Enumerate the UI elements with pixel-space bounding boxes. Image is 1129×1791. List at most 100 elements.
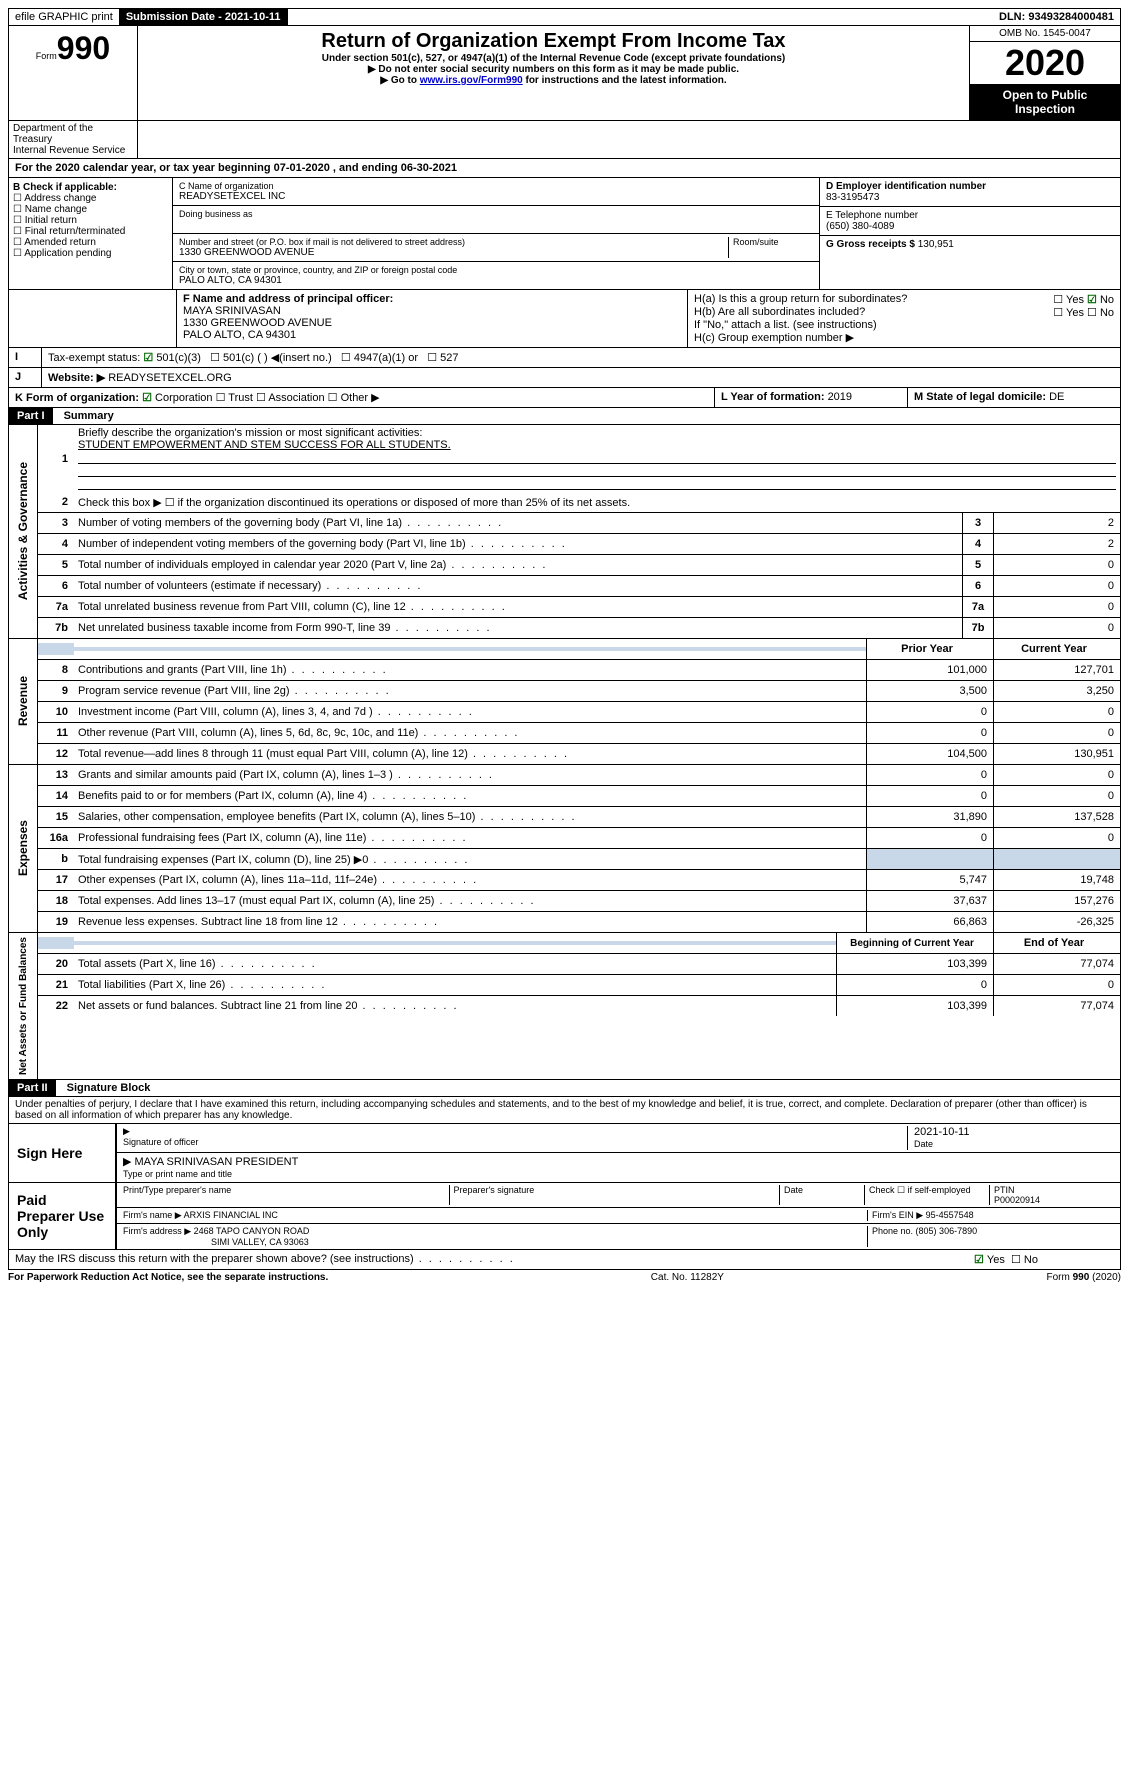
section-revenue: Revenue Prior Year Current Year 8Contrib… xyxy=(8,639,1121,765)
table-row: 17Other expenses (Part IX, column (A), l… xyxy=(38,870,1120,891)
table-row: 3Number of voting members of the governi… xyxy=(38,513,1120,534)
footer-left: For Paperwork Reduction Act Notice, see … xyxy=(8,1272,328,1283)
ha-no[interactable]: No xyxy=(1087,294,1114,306)
addr-box: Number and street (or P.O. box if mail i… xyxy=(173,234,819,262)
officer-sig-name: MAYA SRINIVASAN PRESIDENT xyxy=(135,1156,299,1168)
paid-preparer-section: Paid Preparer Use Only Print/Type prepar… xyxy=(8,1183,1121,1250)
table-row: 8Contributions and grants (Part VIII, li… xyxy=(38,660,1120,681)
box-f: F Name and address of principal officer:… xyxy=(177,290,688,347)
chk-4947[interactable]: 4947(a)(1) or xyxy=(341,352,418,364)
gov-label: Activities & Governance xyxy=(14,458,32,604)
chk-pending[interactable]: Application pending xyxy=(13,248,168,259)
tax-year-line: For the 2020 calendar year, or tax year … xyxy=(9,159,1120,177)
ha-yes[interactable]: Yes xyxy=(1053,294,1084,306)
table-row: 7bNet unrelated business taxable income … xyxy=(38,618,1120,638)
table-row: 18Total expenses. Add lines 13–17 (must … xyxy=(38,891,1120,912)
chk-final[interactable]: Final return/terminated xyxy=(13,226,168,237)
year-cell: OMB No. 1545-0047 2020 Open to Public In… xyxy=(969,26,1120,120)
room-label: Room/suite xyxy=(728,237,813,258)
chk-501c3[interactable]: 501(c)(3) xyxy=(143,352,201,364)
table-row: 7aTotal unrelated business revenue from … xyxy=(38,597,1120,618)
chk-assoc[interactable]: Association xyxy=(256,392,325,404)
col-prior: Prior Year xyxy=(866,639,993,659)
state-domicile: DE xyxy=(1049,391,1064,403)
chk-trust[interactable]: Trust xyxy=(216,392,253,404)
table-row: 20Total assets (Part X, line 16)103,3997… xyxy=(38,954,1120,975)
irs-link[interactable]: www.irs.gov/Form990 xyxy=(420,75,523,86)
website: READYSETEXCEL.ORG xyxy=(108,372,231,384)
firm-name: ARXIS FINANCIAL INC xyxy=(184,1210,278,1220)
footer-mid: Cat. No. 11282Y xyxy=(651,1272,724,1283)
phone: (650) 380-4089 xyxy=(826,221,1114,232)
chk-initial[interactable]: Initial return xyxy=(13,215,168,226)
table-row: 21Total liabilities (Part X, line 26)00 xyxy=(38,975,1120,996)
col-end: End of Year xyxy=(993,933,1120,953)
net-label: Net Assets or Fund Balances xyxy=(16,933,31,1079)
open-public: Open to Public Inspection xyxy=(970,84,1120,120)
table-row: 14Benefits paid to or for members (Part … xyxy=(38,786,1120,807)
box-j: J Website: ▶ READYSETEXCEL.ORG xyxy=(8,368,1121,388)
form-number: 990 xyxy=(57,30,110,66)
discuss-no[interactable]: No xyxy=(1011,1254,1038,1266)
exp-label: Expenses xyxy=(14,816,32,880)
form-title: Return of Organization Exempt From Incom… xyxy=(146,30,961,53)
city-state-zip: PALO ALTO, CA 94301 xyxy=(179,275,813,286)
tax-year: 2020 xyxy=(970,42,1120,84)
table-row: 13Grants and similar amounts paid (Part … xyxy=(38,765,1120,786)
chk-corp[interactable]: Corporation xyxy=(142,392,212,404)
box-g: G Gross receipts $ 130,951 xyxy=(820,236,1120,253)
table-row: 12Total revenue—add lines 8 through 11 (… xyxy=(38,744,1120,764)
omb-number: OMB No. 1545-0047 xyxy=(970,26,1120,42)
chk-527[interactable]: 527 xyxy=(427,352,458,364)
chk-501c[interactable]: 501(c) ( ) ◀(insert no.) xyxy=(210,352,332,364)
paid-preparer-label: Paid Preparer Use Only xyxy=(9,1183,115,1249)
discuss-row: May the IRS discuss this return with the… xyxy=(8,1250,1121,1270)
section-governance: Activities & Governance 1 Briefly descri… xyxy=(8,425,1121,639)
gross-receipts: 130,951 xyxy=(918,239,954,250)
table-row: 10Investment income (Part VIII, column (… xyxy=(38,702,1120,723)
sig-date: 2021-10-11 xyxy=(914,1126,969,1138)
firm-phone: (805) 306-7890 xyxy=(916,1226,978,1236)
box-b: B Check if applicable: Address change Na… xyxy=(9,178,173,289)
chk-name[interactable]: Name change xyxy=(13,204,168,215)
chk-amended[interactable]: Amended return xyxy=(13,237,168,248)
box-c: C Name of organization READYSETEXCEL INC… xyxy=(173,178,819,289)
footer: For Paperwork Reduction Act Notice, see … xyxy=(8,1270,1121,1283)
mission: STUDENT EMPOWERMENT AND STEM SUCCESS FOR… xyxy=(78,439,1116,451)
discuss-yes[interactable]: Yes xyxy=(974,1254,1005,1266)
table-row: 4Number of independent voting members of… xyxy=(38,534,1120,555)
table-row: 6Total number of volunteers (estimate if… xyxy=(38,576,1120,597)
form-header: Form990 Return of Organization Exempt Fr… xyxy=(8,26,1121,121)
chk-other[interactable]: Other ▶ xyxy=(328,392,380,404)
form-note1: ▶ Do not enter social security numbers o… xyxy=(146,64,961,75)
box-klm: K Form of organization: Corporation Trus… xyxy=(8,388,1121,408)
dept-row: Department of the Treasury Internal Reve… xyxy=(8,121,1121,159)
ptin: P00020914 xyxy=(994,1195,1040,1205)
form-note2: ▶ Go to www.irs.gov/Form990 for instruct… xyxy=(146,75,961,86)
section-bg: B Check if applicable: Address change Na… xyxy=(8,178,1121,290)
hb-no[interactable]: No xyxy=(1087,307,1114,319)
efile-label: efile GRAPHIC print xyxy=(9,9,120,25)
rev-label: Revenue xyxy=(14,672,32,730)
form-prefix: Form xyxy=(36,51,57,61)
section-expenses: Expenses 13Grants and similar amounts pa… xyxy=(8,765,1121,933)
sign-here-label: Sign Here xyxy=(9,1124,115,1182)
chk-address[interactable]: Address change xyxy=(13,193,168,204)
hb-yes[interactable]: Yes xyxy=(1053,307,1084,319)
dln: DLN: 93493284000481 xyxy=(993,9,1120,25)
firm-ein: 95-4557548 xyxy=(926,1210,974,1220)
form-subtitle: Under section 501(c), 527, or 4947(a)(1)… xyxy=(146,53,961,64)
box-d: D Employer identification number 83-3195… xyxy=(820,178,1120,207)
org-name: READYSETEXCEL INC xyxy=(179,191,813,202)
box-i: I Tax-exempt status: 501(c)(3) 501(c) ( … xyxy=(8,348,1121,368)
table-row: 15Salaries, other compensation, employee… xyxy=(38,807,1120,828)
part1-header: Part I Summary xyxy=(8,408,1121,425)
top-bar: efile GRAPHIC print Submission Date - 20… xyxy=(8,8,1121,26)
col-beg: Beginning of Current Year xyxy=(836,933,993,953)
self-employed-check[interactable]: Check ☐ if self-employed xyxy=(865,1185,990,1205)
box-h: H(a) Is this a group return for subordin… xyxy=(688,290,1120,347)
table-row: 5Total number of individuals employed in… xyxy=(38,555,1120,576)
submission-date: Submission Date - 2021-10-11 xyxy=(120,9,288,25)
table-row: 22Net assets or fund balances. Subtract … xyxy=(38,996,1120,1016)
street-address: 1330 GREENWOOD AVENUE xyxy=(179,247,728,258)
